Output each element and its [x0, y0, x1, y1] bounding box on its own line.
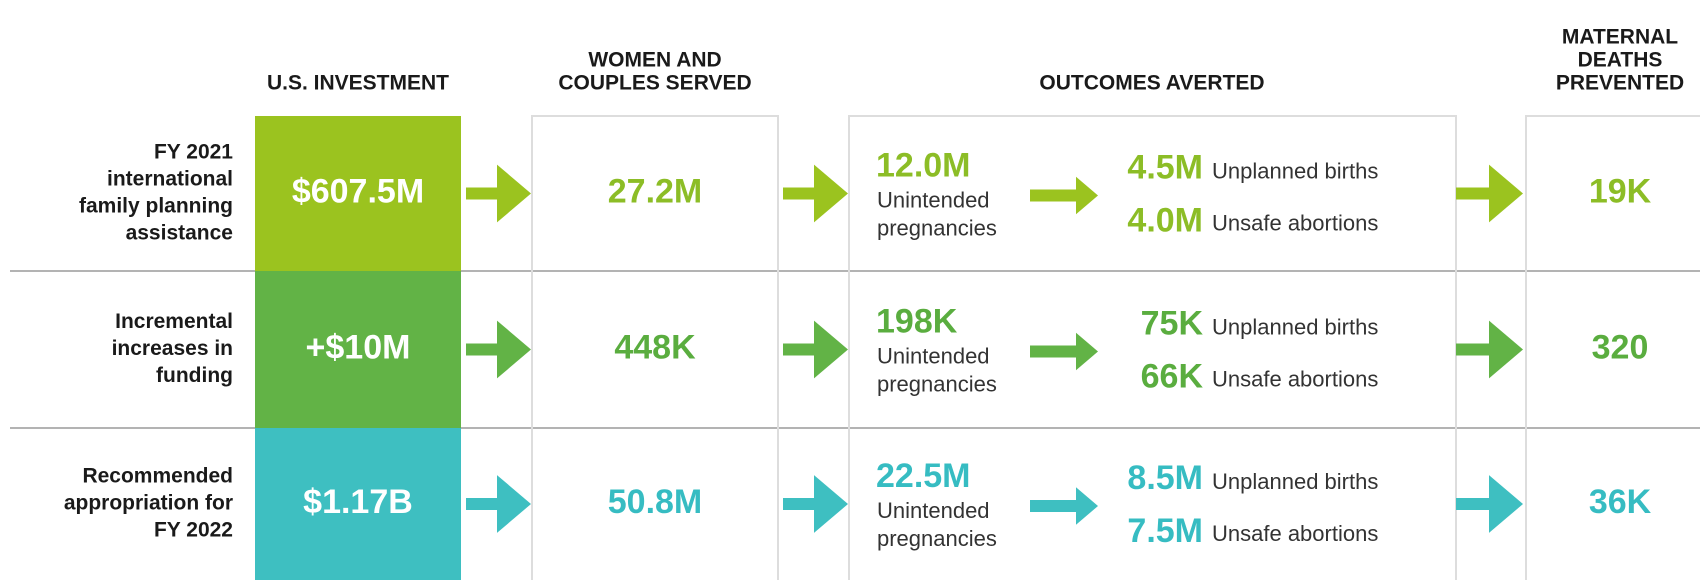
pregnancies-label: pregnancies	[877, 215, 997, 240]
births-label: Unplanned births	[1212, 314, 1378, 339]
investment-value: $607.5M	[292, 172, 424, 210]
pregnancies-label: Unintended	[877, 498, 990, 523]
pregnancies-label: pregnancies	[877, 371, 997, 396]
pregnancies-value: 12.0M	[876, 146, 971, 184]
arrow-head	[1076, 487, 1098, 525]
column-header: OUTCOMES AVERTED	[1039, 72, 1264, 95]
column-box	[1525, 115, 1700, 585]
column-header: PREVENTED	[1556, 72, 1684, 95]
deaths-value: 320	[1592, 328, 1649, 366]
investment-cell	[255, 271, 461, 428]
row-label: international	[107, 168, 233, 191]
arrow-head	[814, 475, 848, 533]
row-label: FY 2022	[154, 519, 233, 542]
served-value: 27.2M	[608, 172, 703, 210]
births-label: Unplanned births	[1212, 469, 1378, 494]
abortions-value: 66K	[1141, 357, 1204, 395]
abortions-label: Unsafe abortions	[1212, 521, 1378, 546]
row-label: assistance	[126, 222, 233, 245]
row-label: appropriation for	[64, 492, 233, 515]
arrow-head	[1076, 176, 1098, 215]
investment-value: +$10M	[306, 328, 411, 366]
abortions-value: 7.5M	[1127, 512, 1203, 550]
column-header: MATERNAL	[1562, 26, 1678, 49]
investment-cell	[255, 116, 461, 271]
arrow-head	[1489, 164, 1523, 223]
pregnancies-label: Unintended	[877, 343, 990, 368]
deaths-value: 36K	[1589, 483, 1652, 521]
column-header: COUPLES SERVED	[558, 72, 751, 95]
births-value: 75K	[1141, 304, 1204, 342]
column-header: U.S. INVESTMENT	[267, 72, 449, 95]
investment-value: $1.17B	[303, 483, 413, 521]
arrow-head	[497, 320, 531, 379]
births-value: 4.5M	[1127, 148, 1203, 186]
births-value: 8.5M	[1127, 459, 1203, 497]
column-header: WOMEN AND	[588, 49, 721, 72]
row-label: Recommended	[82, 465, 233, 488]
arrow-head	[497, 475, 531, 533]
column-header: DEATHS	[1578, 49, 1663, 72]
deaths-value: 19K	[1589, 172, 1652, 210]
arrow-head	[814, 320, 848, 379]
column-box	[531, 115, 779, 585]
row-label: family planning	[79, 195, 233, 218]
row-label: increases in	[112, 337, 233, 360]
abortions-value: 4.0M	[1127, 201, 1203, 239]
arrow-head	[1489, 320, 1523, 379]
investment-cell	[255, 428, 461, 580]
abortions-label: Unsafe abortions	[1212, 210, 1378, 235]
pregnancies-value: 22.5M	[876, 457, 971, 495]
column-box	[848, 115, 1457, 585]
served-value: 448K	[614, 328, 696, 366]
arrow-head	[1076, 332, 1098, 371]
row-label: funding	[156, 364, 233, 387]
pregnancies-value: 198K	[876, 302, 958, 340]
births-label: Unplanned births	[1212, 158, 1378, 183]
row-label: FY 2021	[154, 141, 233, 164]
arrow-head	[814, 164, 848, 223]
arrow-head	[497, 164, 531, 223]
abortions-label: Unsafe abortions	[1212, 366, 1378, 391]
pregnancies-label: pregnancies	[877, 526, 997, 551]
pregnancies-label: Unintended	[877, 187, 990, 212]
row-label: Incremental	[115, 310, 233, 333]
served-value: 50.8M	[608, 483, 703, 521]
arrow-head	[1489, 475, 1523, 533]
